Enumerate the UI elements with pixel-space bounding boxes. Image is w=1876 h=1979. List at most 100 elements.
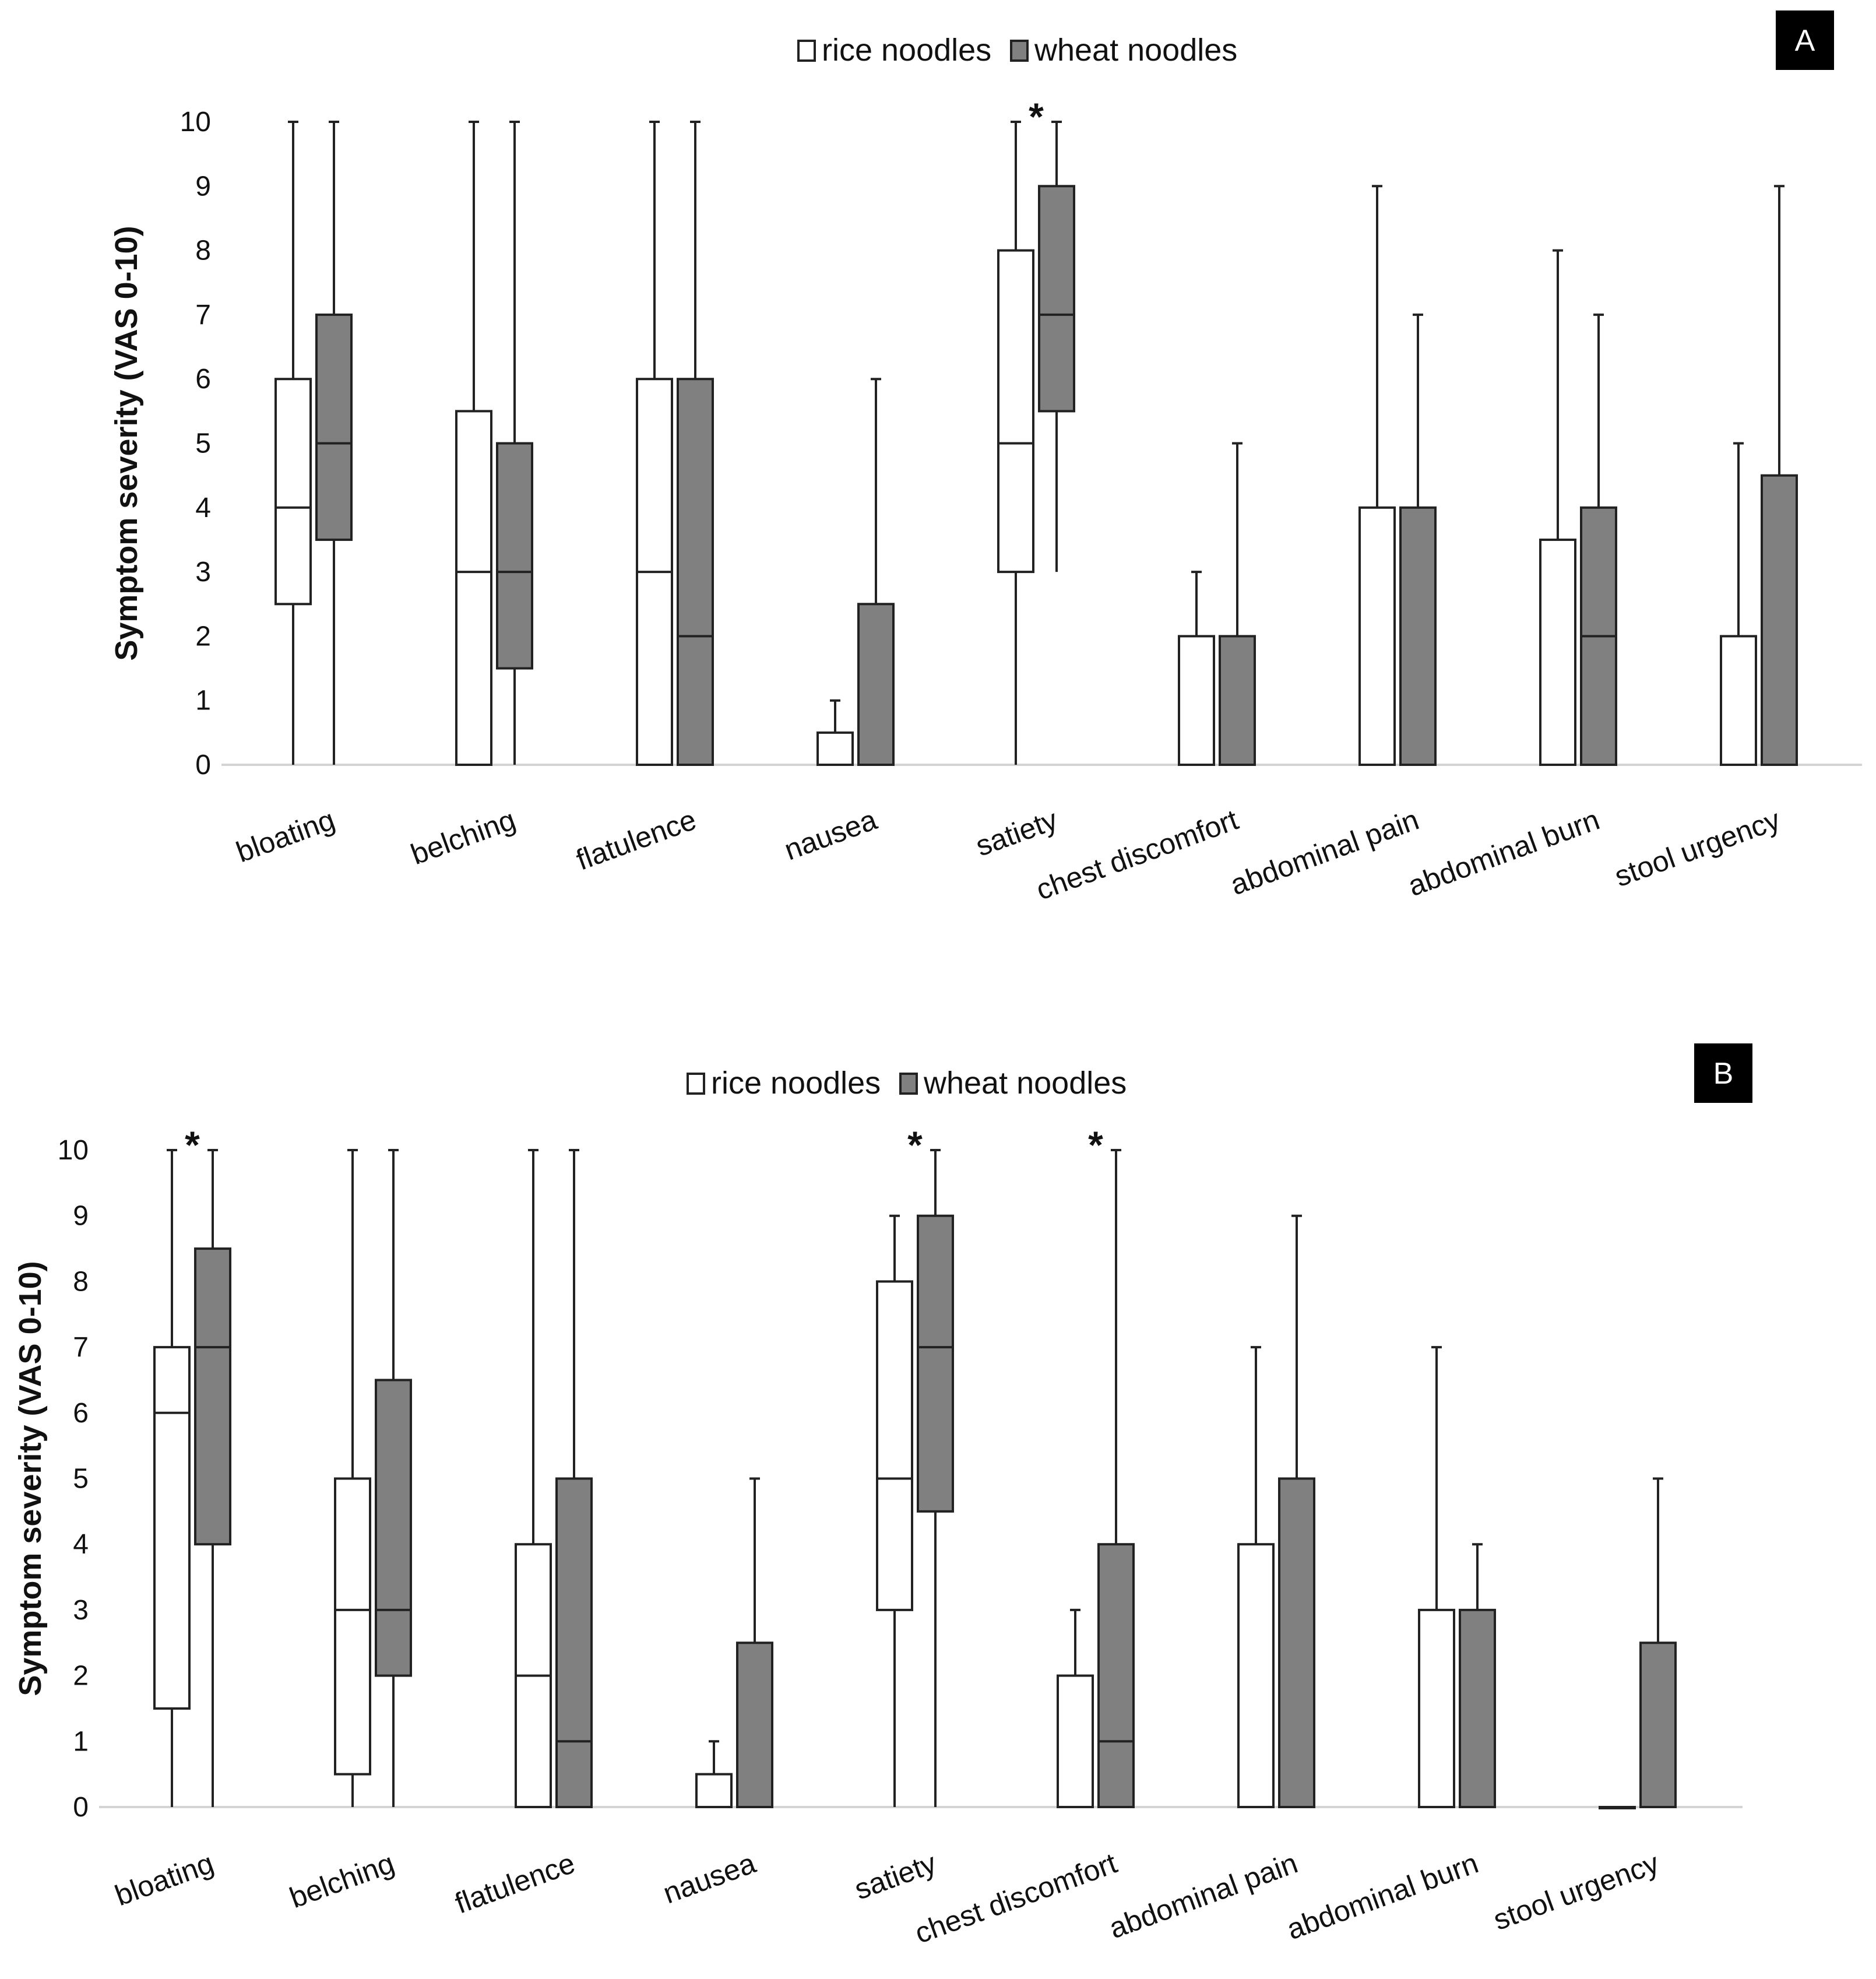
iqr-box [1178, 635, 1215, 767]
panel-a-y-tick-label-8: 8 [195, 235, 211, 266]
panel-a-category-label-8: stool urgency [1610, 803, 1785, 893]
panel-b-category-label-4: satiety [850, 1847, 941, 1906]
panel-b-significance-marker-2: * [1088, 1123, 1103, 1166]
panel-a-box-wheat-4 [1038, 121, 1075, 572]
panel-b-box-wheat-6 [1278, 1214, 1315, 1808]
iqr-box [695, 1773, 733, 1808]
panel-b-y-axis-label: Symptom severity (VAS 0-10) [13, 1261, 48, 1696]
panel-a-box-wheat-5 [1219, 442, 1256, 767]
iqr-box [1038, 185, 1075, 413]
panel-a-y-tick-label-2: 2 [195, 621, 211, 652]
panel-a-box-wheat-2 [677, 121, 714, 766]
panel-b-category-label-8: stool urgency [1489, 1847, 1663, 1936]
legend-label-wheat: wheat noodles [923, 1066, 1127, 1101]
panel-b-box-rice-2 [515, 1149, 552, 1808]
panel-b-significance-marker-0: * [185, 1123, 200, 1166]
panel-b-y-tick-label-6: 6 [73, 1398, 89, 1429]
panel-b-chart: 0 1 2 3 4 5 6 7 8 9 10 Symptom severity (VAS 0-10) b… [13, 1043, 1752, 1950]
iqr-box [1219, 635, 1256, 767]
panel-a-y-tick-label-6: 6 [195, 364, 211, 395]
panel-a-box-rice-7 [1539, 249, 1576, 766]
panel-b-category-label-1: belching [286, 1847, 399, 1914]
panel-b-box-wheat-8 [1639, 1477, 1677, 1808]
panel-a-y-tick-label-4: 4 [195, 493, 211, 523]
panel-a-y-tick-label-10: 10 [180, 107, 211, 138]
iqr-box [1459, 1608, 1496, 1808]
panel-letter: A [1795, 24, 1815, 58]
panel-b-category-label-5: chest discomfort [911, 1847, 1121, 1950]
panel-b-y-tick-label-5: 5 [73, 1464, 89, 1495]
panel-b-box-rice-6 [1237, 1346, 1275, 1808]
legend-swatch-wheat [1010, 40, 1029, 62]
panel-a-box-rice-5 [1178, 571, 1215, 767]
iqr-box [816, 731, 854, 766]
panel-b-y-tick-label-8: 8 [73, 1266, 89, 1297]
panel-a-y-axis-label: Symptom severity (VAS 0-10) [109, 226, 144, 660]
iqr-box [857, 603, 895, 766]
panel-b-box-rice-5 [1057, 1608, 1094, 1809]
iqr-box [677, 378, 714, 766]
panel-b-box-rice-4 [876, 1214, 913, 1807]
panel-a-box-wheat-8 [1761, 185, 1798, 767]
panel-a-box-rice-3 [816, 699, 854, 766]
iqr-box [1399, 506, 1437, 766]
iqr-box [1720, 635, 1757, 767]
panel-a-box-wheat-3 [857, 378, 895, 766]
iqr-box [1237, 1543, 1275, 1808]
panel-letter: B [1713, 1057, 1734, 1091]
panel-b-box-wheat-1 [375, 1149, 412, 1807]
iqr-box [1539, 538, 1576, 766]
panel-a-box-wheat-1 [496, 121, 533, 765]
panel-b-box-rice-3 [695, 1740, 733, 1808]
panel-a-letter-badge: A [1776, 10, 1834, 70]
panel-b-y-tick-label-9: 9 [73, 1201, 89, 1232]
panel-b-y-tick-label-4: 4 [73, 1529, 89, 1560]
panel-letter-box [1776, 10, 1834, 70]
panel-b-box-wheat-0 [194, 1149, 231, 1807]
iqr-box [194, 1247, 231, 1546]
iqr-box [1278, 1477, 1315, 1808]
panel-b-y-tick-label-10: 10 [58, 1135, 89, 1166]
panel-b-box-wheat-3 [736, 1477, 773, 1808]
iqr-box [1097, 1543, 1135, 1808]
iqr-box [1358, 506, 1396, 766]
panel-a-box-rice-8 [1720, 442, 1757, 767]
iqr-box [153, 1346, 191, 1710]
panel-b-letter-badge: B [1694, 1043, 1752, 1103]
panel-a-category-label-5: chest discomfort [1032, 803, 1243, 906]
panel-a-category-label-4: satiety [972, 803, 1062, 863]
legend-swatch-rice [687, 1073, 705, 1095]
iqr-box [1057, 1674, 1094, 1809]
panel-a-category-label-3: nausea [780, 803, 881, 867]
panel-b-y-tick-label-1: 1 [73, 1726, 89, 1757]
panel-a-box-wheat-6 [1399, 313, 1437, 766]
panel-a-y-tick-label-7: 7 [195, 300, 211, 331]
panel-b-legend: rice noodles wheat noodles [687, 1066, 1127, 1101]
panel-b-y-tick-label-2: 2 [73, 1661, 89, 1692]
panel-b-y-tick-label-0: 0 [73, 1792, 89, 1823]
panel-a-category-label-0: bloating [232, 803, 339, 869]
panel-b-box-rice-7 [1418, 1346, 1455, 1808]
panel-a-box-wheat-7 [1580, 313, 1617, 766]
panel-a-box-rice-6 [1358, 185, 1396, 766]
legend-label-rice: rice noodles [822, 33, 991, 68]
legend-swatch-wheat [899, 1073, 918, 1095]
legend-swatch-rice [797, 40, 816, 62]
legend-label-wheat: wheat noodles [1034, 33, 1237, 68]
panel-a-legend: rice noodles wheat noodles [797, 33, 1237, 68]
panel-letter-box [1694, 1043, 1752, 1103]
iqr-box [455, 410, 492, 766]
iqr-box [1761, 474, 1798, 767]
panel-a-box-rice-1 [455, 121, 492, 766]
panel-b-box-rice-1 [334, 1149, 371, 1807]
iqr-box [334, 1477, 371, 1776]
panel-a-box-wheat-0 [315, 121, 353, 765]
panel-b-y-tick-label-3: 3 [73, 1595, 89, 1626]
panel-b-box-wheat-4 [917, 1149, 954, 1807]
panel-a-chart: 0 1 2 3 4 5 6 7 8 9 10 Symptom severity (VAS 0-10) b… [109, 10, 1862, 906]
panel-b-category-label-2: flatulence [450, 1847, 579, 1920]
iqr-box [496, 442, 533, 670]
panel-a-y-tick-label-1: 1 [195, 686, 211, 716]
panel-a-significance-marker-0: * [1029, 95, 1044, 138]
panel-a-y-tick-label-3: 3 [195, 557, 211, 588]
